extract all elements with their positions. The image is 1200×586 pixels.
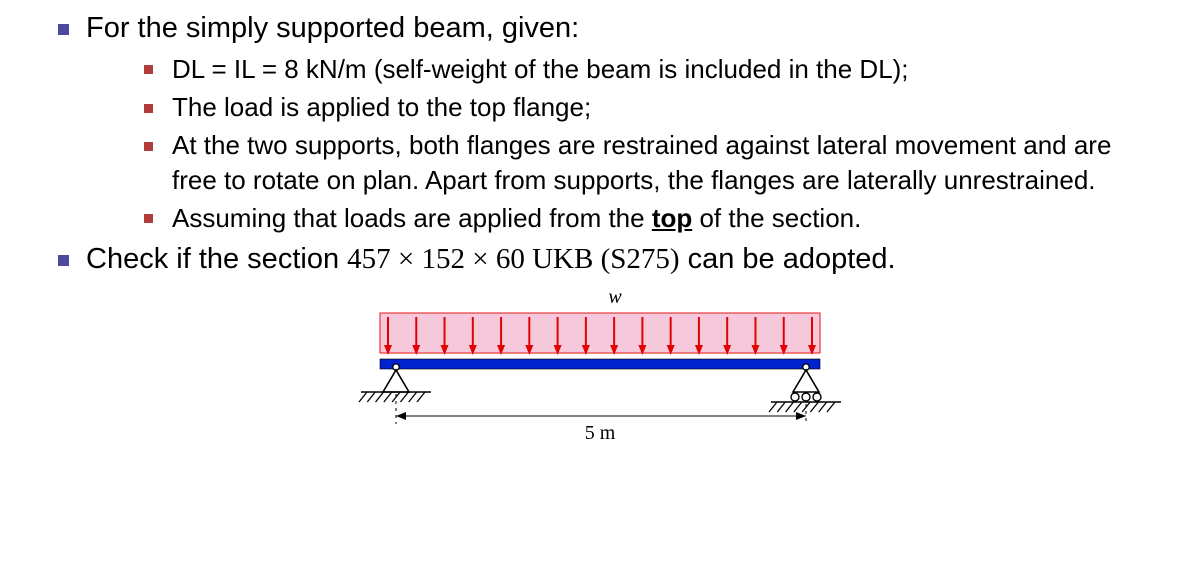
bullet-intro: For the simply supported beam, given: DL… [40, 10, 1160, 235]
svg-text:5 m: 5 m [585, 422, 616, 444]
sub-bullet-1: DL = IL = 8 kN/m (self-weight of the bea… [130, 52, 1160, 86]
check-section: 457 × 152 × 60 UKB (S275) [347, 243, 679, 275]
bullet-check: Check if the section 457 × 152 × 60 UKB … [40, 241, 1160, 279]
svg-text:w: w [608, 286, 622, 308]
sub-bullet-2-text: The load is applied to the top flange; [172, 92, 591, 122]
sub-bullet-4: Assuming that loads are applied from the… [130, 201, 1160, 235]
sub-bullet-4-pre: Assuming that loads are applied from the [172, 203, 652, 233]
sub-bullet-4-post: of the section. [692, 203, 861, 233]
sub-bullet-3: At the two supports, both flanges are re… [130, 128, 1160, 197]
top-underline: top [652, 203, 692, 233]
sub-bullet-2: The load is applied to the top flange; [130, 90, 1160, 124]
sub-bullet-3-text: At the two supports, both flanges are re… [172, 130, 1111, 194]
bullet-intro-text: For the simply supported beam, given: [86, 12, 579, 44]
beam-diagram: w 5 m [320, 281, 880, 451]
check-pre: Check if the section [86, 243, 347, 275]
check-post: can be adopted. [680, 243, 896, 275]
sub-bullet-1-text: DL = IL = 8 kN/m (self-weight of the bea… [172, 54, 909, 84]
